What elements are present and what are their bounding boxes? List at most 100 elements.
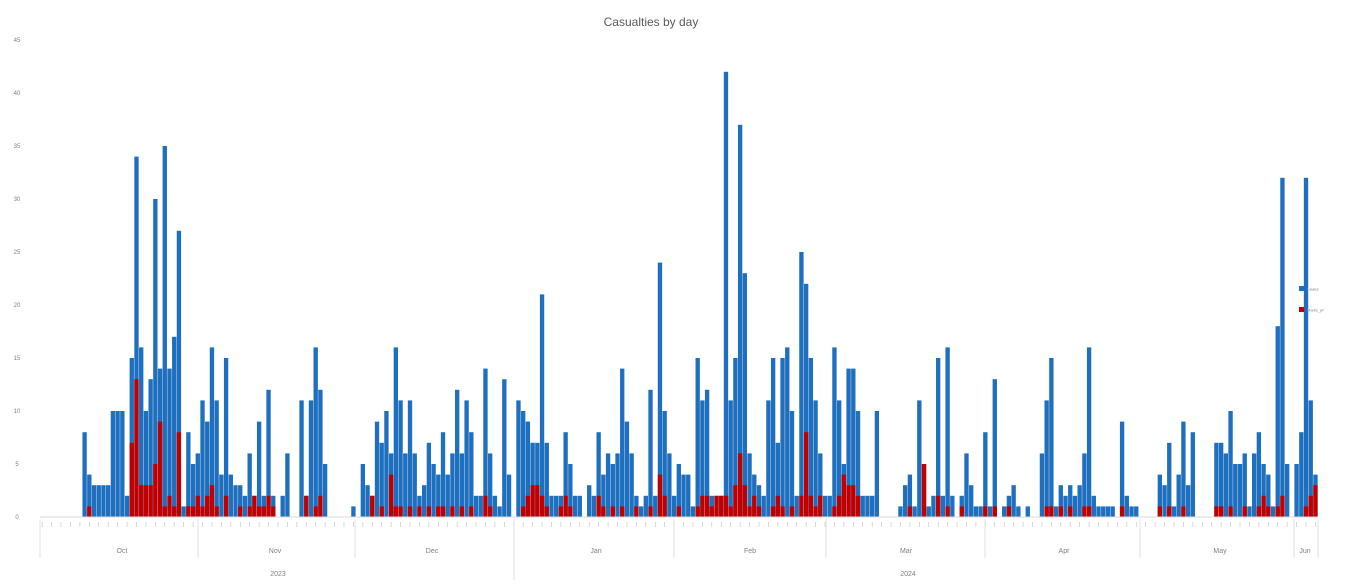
bar-lawes-149 — [742, 273, 747, 517]
bar-lawes-157 — [780, 358, 785, 517]
bar-lawes-40 — [228, 474, 233, 517]
bar-lawes-198 — [973, 506, 979, 517]
bar-lawes-259 — [1261, 464, 1266, 517]
bar-lawes-119 — [601, 474, 606, 517]
bar-lawes-69 — [365, 485, 370, 517]
bar-lawes-123 — [620, 368, 625, 517]
bar-lawes-44 — [247, 453, 252, 517]
bar-lawes-201 — [987, 506, 993, 517]
bar-marks-pf-20 — [134, 379, 139, 517]
bar-marks-pf-195 — [959, 506, 964, 517]
bar-lawes-264 — [1284, 464, 1290, 517]
bar-lawes-242 — [1181, 421, 1186, 517]
bar-lawes-111 — [563, 432, 568, 517]
bar-marks-pf-80 — [417, 506, 422, 517]
bar-lawes-204 — [1002, 506, 1007, 517]
bar-marks-pf-76 — [398, 506, 403, 517]
bar-lawes-42 — [238, 485, 243, 517]
bar-lawes-139 — [695, 358, 700, 517]
bar-marks-pf-200 — [983, 506, 988, 517]
bar-marks-pf-23 — [148, 485, 153, 517]
legend-label-0: Lawes — [1307, 287, 1319, 292]
bar-marks-pf-111 — [563, 495, 568, 517]
bar-marks-pf-252 — [1228, 506, 1233, 517]
y-tick-label-7: 35 — [14, 144, 21, 150]
bar-lawes-239 — [1167, 442, 1172, 517]
bar-lawes-216 — [1058, 485, 1063, 517]
bar-marks-pf-91 — [469, 506, 474, 517]
y-tick-label-1: 5 — [15, 462, 19, 468]
y-tick-label-9: 45 — [14, 38, 21, 44]
bar-marks-pf-147 — [733, 485, 738, 517]
bar-lawes-200 — [983, 432, 988, 517]
bar-lawes-166 — [822, 495, 828, 517]
bar-marks-pf-145 — [723, 495, 729, 517]
bar-lawes-252 — [1228, 411, 1233, 517]
bar-marks-pf-49 — [271, 506, 276, 517]
bar-lawes-28 — [172, 336, 177, 517]
bar-lawes-175 — [865, 495, 870, 517]
bar-marks-pf-144 — [719, 495, 724, 517]
bar-marks-pf-26 — [162, 506, 167, 517]
bar-lawes-189 — [931, 495, 936, 517]
bar-lawes-240 — [1171, 506, 1177, 517]
bar-lawes-237 — [1157, 474, 1162, 517]
bar-lawes-21 — [139, 347, 144, 517]
bar-marks-pf-105 — [535, 485, 540, 517]
bar-marks-pf-187 — [921, 464, 927, 517]
bar-lawes-148 — [737, 124, 743, 518]
bar-marks-pf-262 — [1275, 506, 1280, 517]
bar-marks-pf-75 — [393, 506, 399, 517]
bar-lawes-122 — [615, 453, 620, 517]
bar-lawes-145 — [723, 71, 729, 518]
bar-marks-pf-58 — [313, 506, 318, 517]
bar-marks-pf-34 — [200, 506, 205, 517]
bar-lawes-213 — [1044, 400, 1049, 517]
bar-lawes-88 — [455, 389, 460, 517]
bar-lawes-85 — [440, 432, 446, 517]
bar-lawes-147 — [733, 358, 738, 517]
bar-lawes-95 — [488, 453, 493, 517]
bar-marks-pf-89 — [459, 506, 465, 517]
bar-lawes-140 — [700, 400, 705, 517]
bar-lawes-32 — [190, 464, 196, 517]
bar-marks-pf-149 — [742, 485, 747, 517]
bar-lawes-11 — [91, 485, 97, 517]
bar-lawes-114 — [577, 495, 582, 517]
bar-lawes-223 — [1091, 495, 1096, 517]
bar-lawes-34 — [200, 400, 205, 517]
bar-marks-pf-112 — [568, 506, 573, 517]
bar-marks-pf-94 — [483, 495, 488, 517]
bar-lawes-219 — [1072, 495, 1078, 517]
y-tick-label-3: 15 — [14, 356, 21, 362]
bar-marks-pf-260 — [1266, 506, 1271, 517]
bar-marks-pf-36 — [209, 485, 215, 517]
bar-lawes-182 — [898, 506, 903, 517]
bar-marks-pf-118 — [596, 495, 601, 517]
bar-lawes-68 — [360, 464, 366, 517]
bar-marks-pf-169 — [836, 495, 842, 517]
bar-lawes-9 — [82, 432, 87, 517]
bar-lawes-81 — [421, 485, 427, 517]
bar-lawes-13 — [101, 485, 106, 517]
bar-marks-pf-142 — [709, 506, 714, 517]
bar-lawes-98 — [502, 379, 507, 517]
bar-lawes-135 — [676, 464, 681, 517]
bar-lawes-19 — [129, 358, 134, 517]
bar-lawes-192 — [945, 347, 950, 517]
bar-lawes-128 — [643, 495, 648, 517]
month-label-oct: Oct — [117, 548, 128, 555]
bar-lawes-90 — [464, 400, 469, 517]
bar-lawes-136 — [681, 474, 686, 517]
bar-lawes-76 — [398, 400, 403, 517]
bar-lawes-231 — [1129, 506, 1134, 517]
bar-marks-pf-143 — [714, 495, 719, 517]
bar-lawes-184 — [907, 474, 913, 517]
bar-lawes-221 — [1082, 453, 1087, 517]
bar-lawes-191 — [940, 495, 946, 517]
bar-lawes-217 — [1063, 495, 1068, 517]
bar-marks-pf-202 — [992, 506, 997, 517]
bar-lawes-222 — [1086, 347, 1092, 517]
bar-lawes-193 — [950, 495, 955, 517]
bar-lawes-102 — [521, 411, 526, 517]
